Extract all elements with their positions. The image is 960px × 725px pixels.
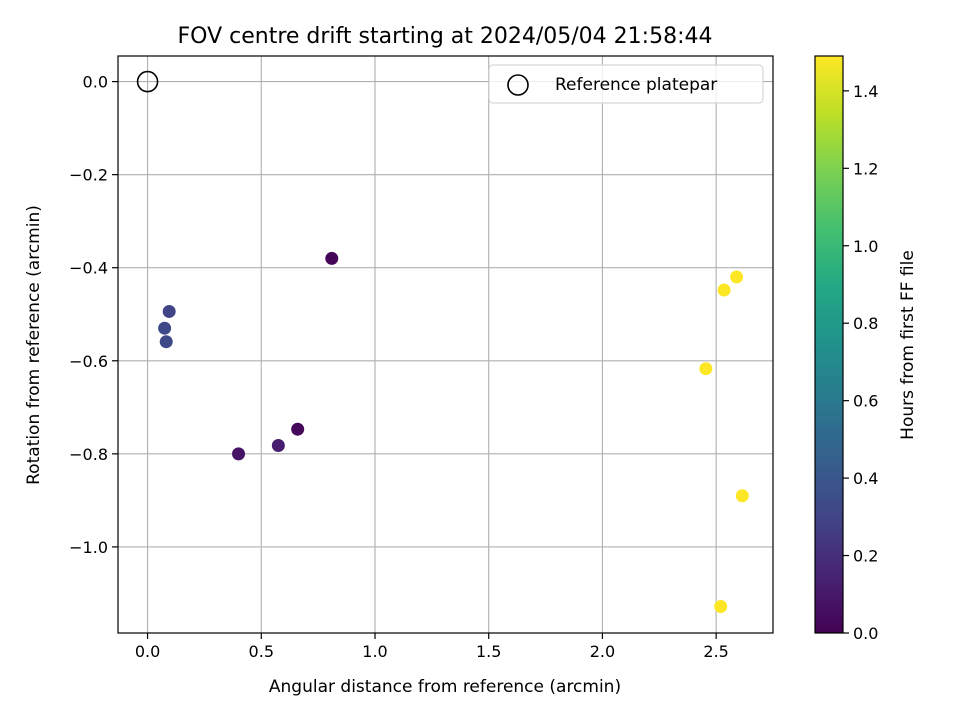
x-axis-label: Angular distance from reference (arcmin) xyxy=(269,677,621,697)
colorbar-tick-label: 1.2 xyxy=(853,159,878,178)
colorbar-tick-label: 0.0 xyxy=(853,624,878,643)
legend-marker-reference xyxy=(507,74,529,96)
colorbar-ticks: 0.0 0.2 0.4 0.6 0.8 1.0 1.2 1.4 xyxy=(843,82,878,643)
colorbar-tick-label: 1.4 xyxy=(853,82,878,101)
data-point xyxy=(735,489,749,503)
y-tick-label: −0.4 xyxy=(69,259,108,278)
legend-box xyxy=(488,64,764,104)
colorbar-tick-label: 0.4 xyxy=(853,469,878,488)
data-point xyxy=(699,362,713,376)
colorbar-tick-label: 1.0 xyxy=(853,237,878,256)
data-points xyxy=(136,70,749,613)
colorbar-tick-label: 0.8 xyxy=(853,314,878,333)
colorbar-tick-label: 0.6 xyxy=(853,392,878,411)
chart-title: FOV centre drift starting at 2024/05/04 … xyxy=(178,24,713,49)
grid-lines xyxy=(118,56,773,633)
x-tick-label: 1.0 xyxy=(362,642,387,661)
legend-entry-reference: Reference platepar xyxy=(555,75,717,95)
colorbar: 0.0 0.2 0.4 0.6 0.8 1.0 1.2 1.4 Hours from firs… xyxy=(814,55,918,643)
x-tick-label: 0.5 xyxy=(249,642,274,661)
x-tick-label: 0.0 xyxy=(135,642,160,661)
data-point xyxy=(730,270,744,284)
data-point xyxy=(291,422,305,436)
colorbar-label: Hours from first FF file xyxy=(898,250,918,440)
colorbar-gradient xyxy=(814,55,844,634)
y-axis-label: Rotation from reference (arcmin) xyxy=(24,205,44,485)
colorbar-tick-label: 0.2 xyxy=(853,547,878,566)
y-tick-label: −0.8 xyxy=(69,445,108,464)
x-tick-label: 1.5 xyxy=(476,642,501,661)
axis-ticks: 0.0 0.5 1.0 1.5 2.0 2.5 0.0 −0.2 −0.4 −0.6 −0.8 −1.… xyxy=(69,73,729,661)
data-point xyxy=(158,321,172,335)
y-tick-label: −0.2 xyxy=(69,166,108,185)
legend: Reference platepar xyxy=(488,64,764,104)
data-point xyxy=(714,599,728,613)
reference-point xyxy=(136,70,159,93)
x-tick-label: 2.5 xyxy=(703,642,728,661)
plot-frame xyxy=(117,55,774,634)
data-point xyxy=(325,251,339,265)
data-point xyxy=(159,335,173,349)
data-point xyxy=(162,304,176,318)
y-tick-label: −1.0 xyxy=(69,538,108,557)
x-tick-label: 2.0 xyxy=(590,642,615,661)
data-point xyxy=(271,438,285,452)
y-tick-label: −0.6 xyxy=(69,352,108,371)
data-point xyxy=(232,447,246,461)
data-point xyxy=(717,283,731,297)
y-tick-label: 0.0 xyxy=(83,73,108,92)
